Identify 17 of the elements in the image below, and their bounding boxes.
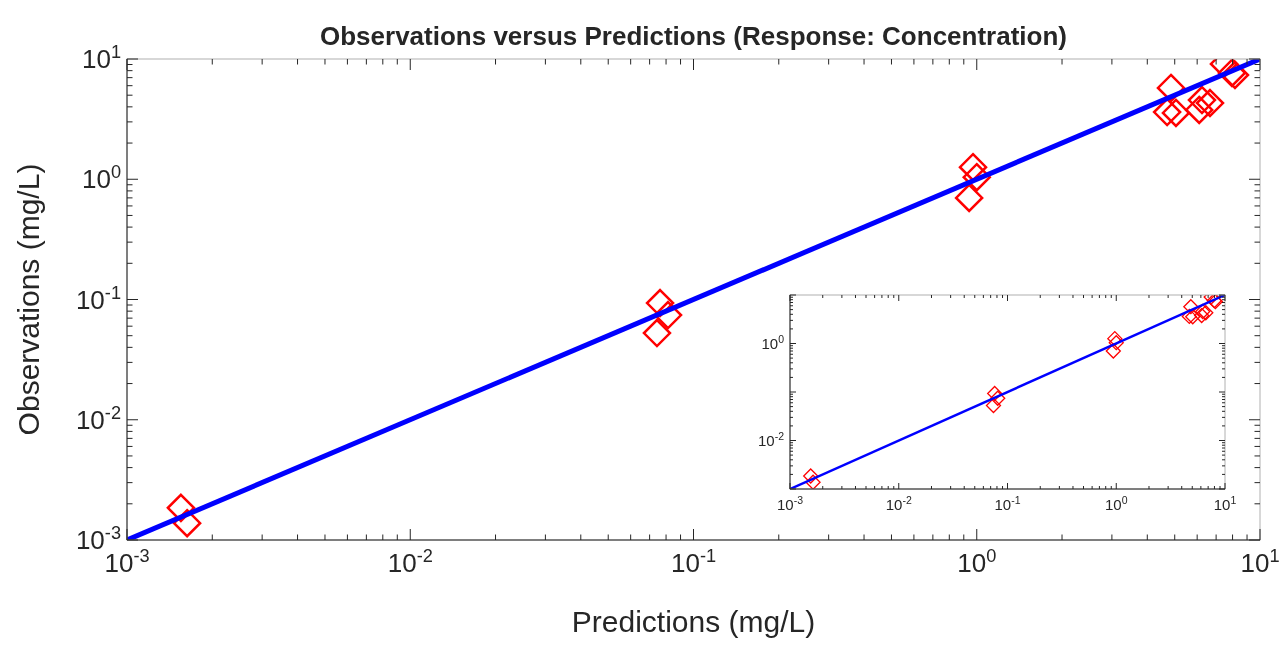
y-tick-label: 10$^{-1}$ — [75, 282, 121, 315]
x-tick-label: 10$^{0}$ — [957, 546, 997, 578]
y-tick-label: 10$^{1}$ — [81, 42, 121, 75]
x-tick-label: 10$^{-2}$ — [885, 494, 912, 513]
x-tick-label: 10$^{-1}$ — [670, 546, 717, 578]
y-axis-title: Observations (mg/L) — [12, 163, 45, 436]
y-tick-label: 10$^{0}$ — [81, 162, 121, 195]
x-tick-label: 10$^{1}$ — [1240, 546, 1280, 578]
x-tick-label: 10$^{-1}$ — [994, 494, 1021, 513]
x-tick-label: 10$^{-2}$ — [387, 546, 433, 578]
x-tick-label: 10$^{0}$ — [1104, 494, 1128, 513]
chart-title: Observations versus Predictions (Response: Concentration) — [320, 21, 1067, 51]
x-tick-label: 10$^{-3}$ — [776, 494, 804, 513]
y-tick-label: 10$^{-2}$ — [75, 402, 121, 435]
x-tick-label: 10$^{-3}$ — [104, 546, 150, 578]
x-tick-label: 10$^{1}$ — [1213, 494, 1237, 513]
x-axis-title: Predictions (mg/L) — [571, 605, 816, 638]
